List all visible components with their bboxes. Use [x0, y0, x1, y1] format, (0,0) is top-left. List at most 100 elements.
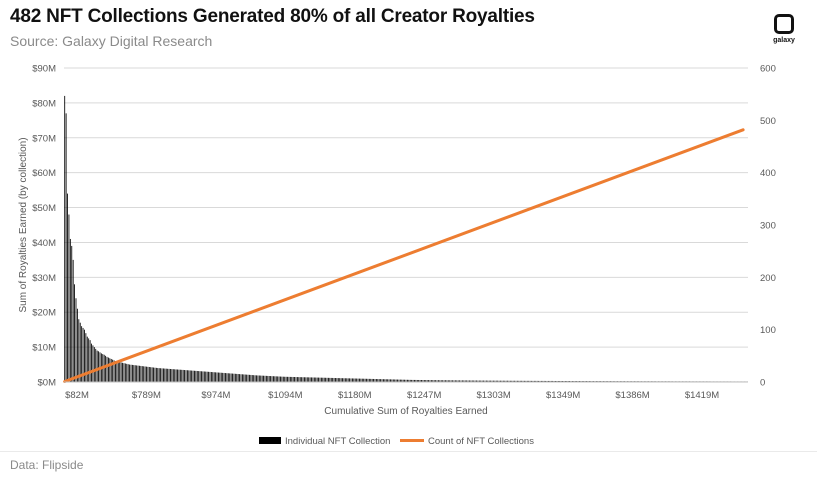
bar: [274, 376, 276, 382]
bar: [189, 370, 191, 382]
bar: [508, 380, 510, 382]
bar: [445, 380, 446, 382]
bar: [161, 368, 163, 382]
bar: [123, 363, 125, 382]
bar: [421, 380, 422, 382]
bar: [215, 372, 217, 382]
y-tick-label: $60M: [32, 168, 56, 179]
y-tick-label: $50M: [32, 203, 56, 214]
bar: [163, 368, 164, 382]
bar: [452, 380, 453, 382]
bar: [509, 380, 511, 382]
bar: [313, 377, 315, 382]
bar: [237, 374, 239, 382]
bar: [406, 379, 408, 382]
bar: [540, 380, 542, 382]
bar: [212, 372, 214, 382]
bar: [84, 329, 85, 382]
y-tick-label: $10M: [32, 343, 56, 354]
bar: [141, 366, 143, 382]
bar: [201, 371, 202, 382]
bar: [282, 376, 284, 382]
bar: [175, 369, 177, 382]
bar: [117, 361, 119, 382]
bar: [281, 376, 283, 382]
bar: [538, 380, 539, 382]
chart-subtitle: Source: Galaxy Digital Research: [10, 33, 213, 49]
bar: [302, 377, 304, 382]
bar: [240, 374, 242, 382]
bar: [67, 193, 68, 382]
bar: [546, 380, 548, 382]
bar: [344, 378, 346, 382]
bar: [459, 380, 461, 382]
bar: [275, 376, 277, 382]
bar: [453, 380, 455, 382]
bar: [294, 377, 296, 382]
bar: [332, 377, 334, 382]
bar: [110, 358, 112, 382]
bar: [126, 363, 128, 382]
bar: [330, 377, 332, 382]
bar: [460, 380, 462, 382]
galaxy-logo-text: galaxy: [773, 37, 795, 44]
y2-tick-label: 200: [760, 273, 776, 284]
bar: [381, 379, 383, 382]
bar: [456, 380, 458, 382]
bar: [364, 378, 366, 382]
bar: [181, 369, 183, 382]
bar: [243, 374, 245, 382]
bar: [222, 372, 224, 382]
bar: [246, 374, 248, 382]
bar: [329, 377, 331, 382]
bar: [160, 368, 162, 382]
bar: [191, 370, 193, 382]
bar: [343, 378, 345, 382]
bar: [450, 380, 452, 382]
bar: [349, 378, 351, 382]
bar: [367, 378, 369, 382]
bar: [357, 378, 359, 382]
bar: [261, 375, 263, 382]
x-tick-label: $1386M: [615, 390, 649, 401]
bar: [301, 377, 303, 382]
bar: [363, 378, 365, 382]
bar: [519, 380, 521, 382]
bar: [467, 380, 469, 382]
bar: [226, 373, 228, 382]
y2-tick-label: 500: [760, 116, 776, 127]
bar: [505, 380, 507, 382]
bar: [299, 377, 301, 382]
bar: [442, 380, 444, 382]
bar: [484, 380, 486, 382]
bar: [146, 366, 147, 382]
bar: [350, 378, 352, 382]
bar: [82, 327, 84, 382]
bar: [263, 375, 264, 382]
x-tick-label: $789M: [132, 390, 161, 401]
bar: [116, 361, 118, 382]
bar: [416, 379, 418, 382]
bar: [347, 378, 349, 382]
bar: [267, 375, 269, 382]
bar: [463, 380, 465, 382]
bar: [203, 371, 205, 382]
bar: [385, 379, 387, 382]
x-tick-label: $974M: [201, 390, 230, 401]
bar: [93, 347, 95, 382]
legend-swatch-bars: [259, 437, 281, 444]
bar: [227, 373, 229, 382]
bar: [491, 380, 493, 382]
bar: [524, 380, 525, 382]
x-tick-label: $1094M: [268, 390, 302, 401]
bar: [295, 377, 297, 382]
y-tick-label: $80M: [32, 98, 56, 109]
bar: [536, 380, 538, 382]
bar: [209, 371, 211, 382]
bar: [137, 365, 139, 382]
bar: [239, 374, 241, 382]
bar: [287, 376, 288, 382]
bar: [122, 362, 123, 382]
bar: [198, 371, 200, 382]
bar: [258, 375, 260, 382]
